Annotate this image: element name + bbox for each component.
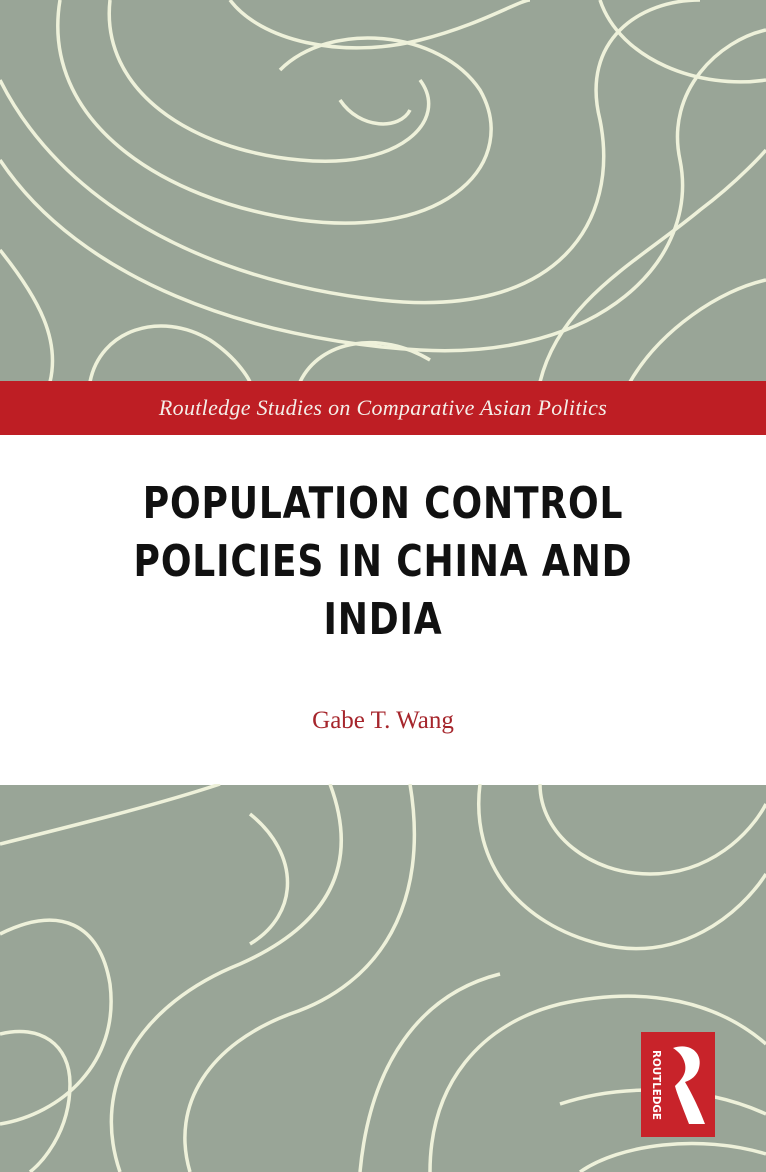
series-title: Routledge Studies on Comparative Asian P…	[158, 395, 608, 420]
bottom-swirl-pattern	[0, 784, 766, 1172]
routledge-logo: ROUTLEDGE	[641, 1032, 715, 1137]
title-panel: POPULATION CONTROL POLICIES IN CHINA AND…	[0, 435, 766, 785]
book-title: POPULATION CONTROL POLICIES IN CHINA AND…	[69, 475, 697, 649]
title-line: POPULATION CONTROL	[142, 478, 624, 529]
title-line: INDIA	[323, 594, 443, 645]
top-swirl-pattern	[0, 0, 766, 382]
svg-text:ROUTLEDGE: ROUTLEDGE	[650, 1050, 663, 1120]
series-band: Routledge Studies on Comparative Asian P…	[0, 381, 766, 435]
title-line: POLICIES IN CHINA AND	[133, 536, 633, 587]
author-name: Gabe T. Wang	[312, 707, 454, 734]
